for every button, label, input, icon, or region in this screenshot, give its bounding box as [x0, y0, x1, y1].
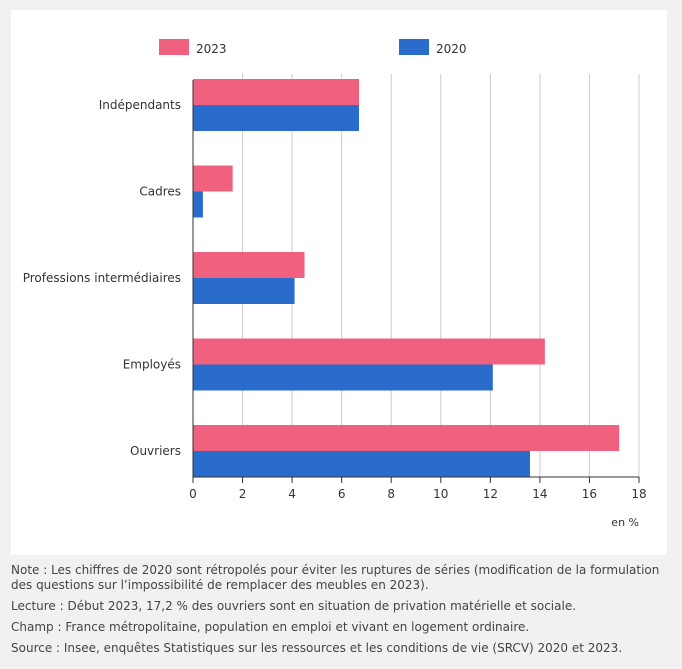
- x-tick-label: 8: [387, 487, 395, 501]
- note-text: Note : Les chiffres de 2020 sont rétropo…: [11, 563, 660, 592]
- bar-2020: [193, 278, 295, 304]
- bar-2020: [193, 364, 493, 391]
- bar-2020: [193, 105, 360, 131]
- bar-2023: [193, 252, 305, 278]
- source-text: Source : Insee, enquêtes Statistiques su…: [11, 641, 623, 655]
- chart-notes: Note : Les chiffres de 2020 sont rétropo…: [11, 563, 671, 662]
- category-label: Professions intermédiaires: [23, 271, 181, 285]
- legend-swatch-2020: [399, 39, 429, 55]
- bar-2023: [193, 165, 233, 192]
- x-tick-label: 12: [483, 487, 498, 501]
- category-label: Cadres: [139, 185, 181, 199]
- x-tick-label: 0: [189, 487, 197, 501]
- x-tick-label: 4: [288, 487, 296, 501]
- chart-panel: 0 2 4 6 8 10 12 14 16 18 Indépendants Cadres Profess…: [11, 10, 667, 555]
- bar-2020: [193, 191, 203, 218]
- x-tick-label: 16: [582, 487, 597, 501]
- x-tick-label: 2: [239, 487, 247, 501]
- bar-2023: [193, 338, 545, 365]
- x-axis-unit: en %: [611, 516, 639, 529]
- category-label: Indépendants: [99, 98, 181, 112]
- legend-label-2023: 2023: [196, 42, 227, 56]
- bar-2023: [193, 425, 620, 451]
- x-tick-label: 6: [338, 487, 346, 501]
- bar-2023: [193, 79, 360, 105]
- category-label: Ouvriers: [130, 444, 181, 458]
- x-tick-label: 18: [631, 487, 646, 501]
- champ-text: Champ : France métropolitaine, populatio…: [11, 620, 530, 634]
- legend-label-2020: 2020: [436, 42, 467, 56]
- legend-swatch-2023: [159, 39, 189, 55]
- x-tick-label: 10: [433, 487, 448, 501]
- bar-2020: [193, 451, 530, 477]
- bar-chart: 0 2 4 6 8 10 12 14 16 18 Indépendants Cadres Profess…: [23, 39, 647, 529]
- x-tick-label: 14: [532, 487, 547, 501]
- lecture-text: Lecture : Début 2023, 17,2 % des ouvrier…: [11, 599, 577, 613]
- category-label: Employés: [123, 358, 181, 372]
